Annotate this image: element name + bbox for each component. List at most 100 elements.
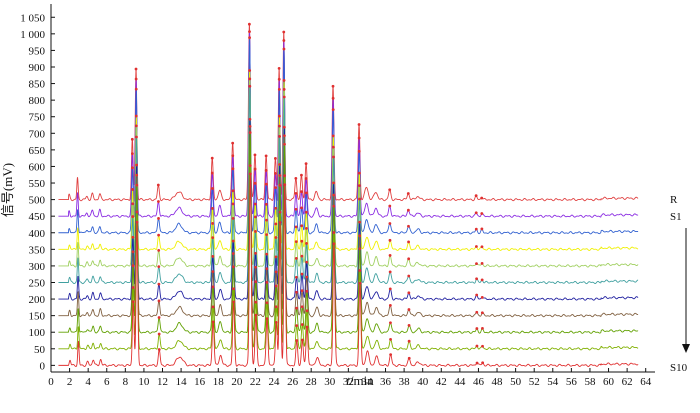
peak-marker (274, 284, 278, 288)
peak-marker (274, 255, 278, 259)
peak-marker (294, 240, 298, 243)
y-tick-label: 450 (29, 211, 46, 223)
trace-s8 (58, 133, 639, 334)
peak-marker (358, 220, 361, 224)
peak-marker (331, 108, 335, 112)
peak-marker (232, 265, 235, 269)
peak-marker (130, 137, 134, 141)
peak-marker (388, 303, 392, 307)
peak-marker (305, 226, 308, 230)
peak-marker (278, 163, 282, 166)
y-tick-label: 300 (29, 261, 46, 273)
peak-marker (248, 172, 252, 176)
peak-marker (332, 242, 336, 246)
peak-marker (282, 30, 286, 34)
x-axis-title: t/min (346, 373, 374, 388)
peak-marker (254, 265, 258, 269)
peak-marker (264, 154, 268, 158)
peak-marker (265, 281, 269, 284)
peak-marker (253, 215, 257, 219)
peak-marker (277, 87, 281, 91)
peak-marker (388, 188, 392, 192)
peak-marker (305, 242, 308, 245)
peak-marker (157, 200, 160, 203)
peak-marker (331, 145, 335, 149)
y-tick-label: 950 (29, 45, 46, 57)
peak-marker (134, 77, 138, 81)
y-tick-label: 350 (29, 244, 46, 256)
peak-marker (278, 183, 282, 187)
peak-marker (264, 202, 268, 206)
trace-labels: R S1 S10 (670, 194, 690, 374)
peak-marker (274, 320, 278, 324)
x-tick-label: 18 (213, 376, 225, 388)
peak-marker (406, 192, 410, 195)
peak-marker (300, 206, 304, 210)
peak-marker (282, 47, 286, 51)
peak-marker (282, 39, 286, 42)
peak-marker (481, 326, 484, 330)
peak-marker (231, 216, 235, 220)
peak-marker (135, 163, 138, 167)
peak-marker (481, 344, 484, 348)
peak-marker (294, 207, 298, 211)
y-tick-label: 900 (29, 62, 46, 74)
peak-marker (254, 251, 257, 255)
x-tick-label: 12 (157, 376, 168, 388)
peak-marker (357, 171, 361, 175)
peak-marker (135, 173, 139, 177)
y-tick-label: 250 (29, 277, 46, 289)
x-tick-label: 28 (306, 376, 318, 388)
peak-marker (157, 249, 161, 252)
peak-marker (134, 67, 138, 71)
x-tick-label: 22 (250, 376, 261, 388)
peak-marker (131, 166, 134, 170)
peak-marker (358, 184, 361, 188)
peak-marker (283, 174, 287, 178)
peak-marker (480, 311, 484, 315)
peak-marker (274, 305, 278, 309)
peak-marker (389, 353, 393, 357)
peak-marker (247, 22, 251, 26)
peak-marker (274, 206, 278, 210)
peak-marker (358, 269, 362, 272)
peak-marker (277, 66, 281, 70)
peak-marker (480, 296, 484, 299)
peak-marker (480, 245, 484, 249)
peak-marker (406, 208, 410, 212)
peak-marker (388, 287, 392, 291)
peak-marker (232, 300, 235, 304)
peak-marker (248, 36, 251, 40)
peak-marker (475, 327, 479, 330)
peak-marker (480, 262, 484, 265)
peak-marker (283, 142, 286, 146)
trace-s10 (58, 174, 639, 367)
peak-marker (135, 135, 138, 139)
peak-marker (135, 220, 139, 224)
peak-marker (332, 231, 336, 234)
x-tick-label: 60 (603, 376, 615, 388)
peak-marker (480, 212, 484, 215)
peak-marker (264, 182, 268, 186)
peak-marker (475, 277, 478, 281)
peak-marker (474, 211, 478, 215)
peak-marker (135, 210, 139, 214)
peak-marker (300, 305, 304, 309)
trace-r (58, 24, 639, 202)
peak-marker (475, 310, 479, 314)
x-tick-label: 10 (138, 376, 150, 388)
x-tick-label: 4 (85, 376, 91, 388)
peak-marker (295, 290, 298, 294)
trace-label-s1: S1 (670, 211, 682, 223)
peak-marker (274, 222, 278, 226)
peak-marker (248, 164, 252, 168)
peak-marker (357, 123, 361, 126)
peak-marker (331, 84, 335, 88)
peak-marker (388, 222, 392, 225)
peak-marker (131, 300, 135, 304)
trace-label-s10: S10 (670, 362, 688, 374)
x-tick-label: 0 (48, 376, 54, 388)
peak-marker (131, 152, 134, 156)
peak-marker (135, 183, 139, 187)
peak-marker (295, 339, 299, 342)
